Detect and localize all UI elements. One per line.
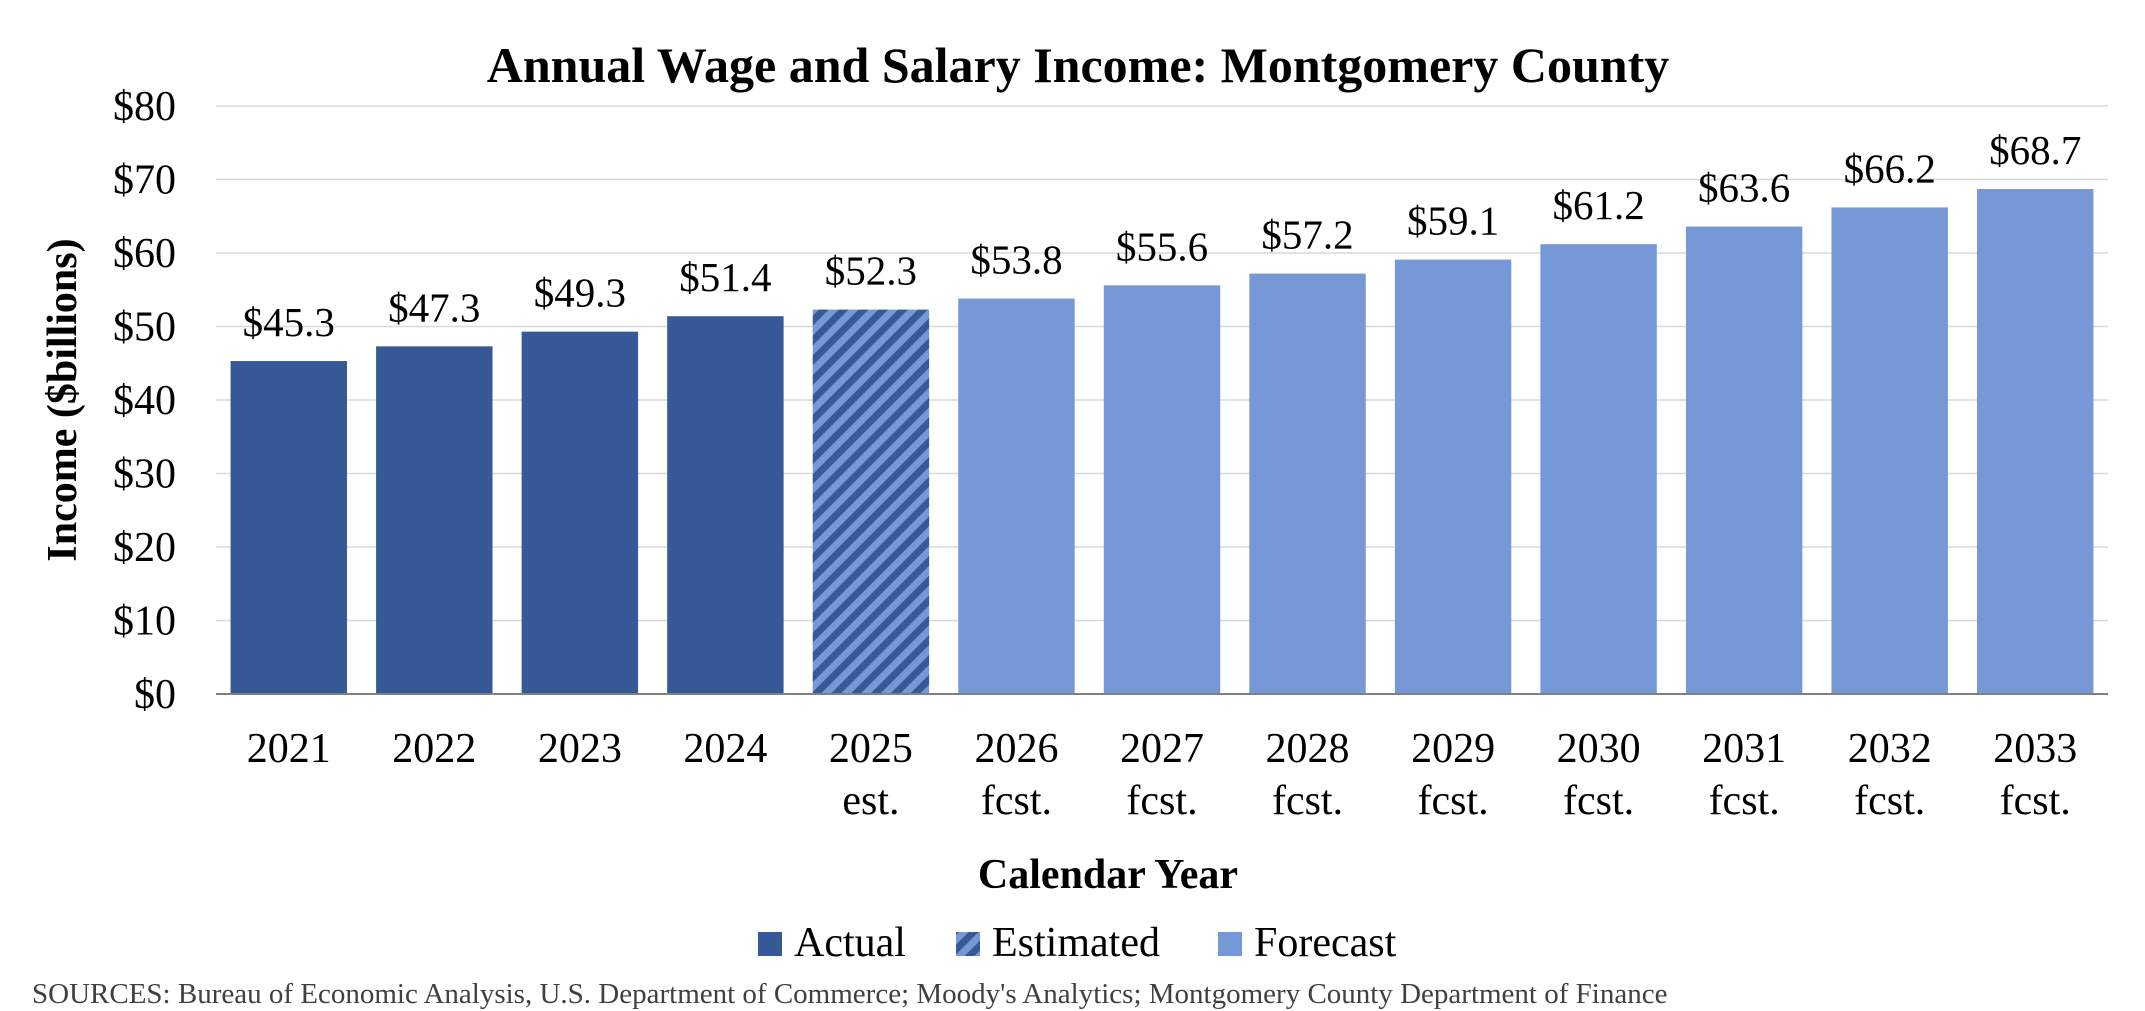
bar-2031	[1685, 226, 1803, 695]
y-tick-label: $30	[113, 452, 176, 498]
x-tick-label: 2028	[1266, 726, 1350, 772]
x-tick-label: 2027	[1120, 726, 1204, 772]
x-tick-label: 2022	[392, 726, 476, 772]
bar-2022	[376, 346, 493, 694]
legend-label-actual: Actual	[794, 920, 906, 966]
x-tick-label: fcst.	[1417, 778, 1488, 824]
legend-swatch-estimated	[956, 932, 980, 956]
data-label: $51.4	[679, 254, 771, 300]
y-axis-ticks: $0 $10 $20 $30 $40 $50 $60 $70 $80	[113, 84, 176, 718]
x-tick-label: fcst.	[1709, 778, 1780, 824]
data-label: $52.3	[825, 248, 917, 294]
x-tick-label: 2026	[974, 726, 1058, 772]
y-axis-title: Income ($billions)	[40, 238, 86, 561]
bar-2024	[667, 316, 784, 694]
x-tick-label: 2021	[247, 726, 331, 772]
x-axis-title: Calendar Year	[978, 852, 1238, 898]
y-tick-label: $60	[113, 231, 176, 277]
x-axis-ticks: 2021 2022 2023 2024 2025 est. 2026 fcst. 2027 fcs…	[247, 726, 2077, 824]
bar-2030	[1540, 244, 1657, 694]
bar-2025	[812, 309, 930, 694]
x-tick-label: est.	[842, 778, 899, 824]
x-tick-label: 2023	[538, 726, 622, 772]
y-tick-label: $0	[134, 672, 176, 718]
data-label: $53.8	[970, 237, 1062, 283]
bar-2029	[1394, 259, 1512, 694]
data-label: $57.2	[1261, 212, 1353, 258]
data-labels: $45.3 $47.3 $49.3 $51.4 $52.3 $53.8 $55.6 $57.2…	[243, 127, 2082, 345]
legend-swatch-actual	[758, 932, 782, 956]
bar-2026	[958, 298, 1075, 694]
data-label: $49.3	[534, 270, 626, 316]
legend-label-estimated: Estimated	[992, 920, 1160, 966]
y-tick-label: $40	[113, 378, 176, 424]
bar-2032	[1831, 207, 1948, 694]
x-tick-label: fcst.	[2000, 778, 2071, 824]
bar-2023	[521, 331, 639, 694]
source-note: SOURCES: Bureau of Economic Analysis, U.…	[32, 978, 1667, 1010]
data-label: $68.7	[1989, 127, 2081, 173]
x-tick-label: fcst.	[1854, 778, 1925, 824]
bar-2021	[230, 361, 347, 694]
data-label: $66.2	[1844, 145, 1936, 191]
data-label: $63.6	[1698, 165, 1790, 211]
data-label: $45.3	[243, 299, 335, 345]
x-tick-label: fcst.	[981, 778, 1052, 824]
x-tick-label: 2033	[1993, 726, 2077, 772]
y-tick-label: $70	[113, 158, 176, 204]
data-label: $55.6	[1116, 223, 1208, 269]
x-tick-label: 2031	[1702, 726, 1786, 772]
x-tick-label: fcst.	[1563, 778, 1634, 824]
data-label: $61.2	[1552, 182, 1644, 228]
bar-2027	[1103, 285, 1221, 694]
y-tick-label: $50	[113, 305, 176, 351]
legend-label-forecast: Forecast	[1254, 920, 1397, 966]
y-tick-label: $20	[113, 525, 176, 571]
legend: Actual Estimated Forecast	[758, 920, 1397, 966]
x-tick-label: 2032	[1848, 726, 1932, 772]
x-tick-label: 2029	[1411, 726, 1495, 772]
y-tick-label: $80	[113, 84, 176, 130]
bars	[230, 189, 2094, 695]
x-tick-label: fcst.	[1126, 778, 1197, 824]
x-tick-label: 2025	[829, 726, 913, 772]
x-tick-label: 2030	[1557, 726, 1641, 772]
bar-2033	[1977, 189, 2094, 694]
chart-title: Annual Wage and Salary Income: Montgomer…	[487, 37, 1669, 93]
y-tick-label: $10	[113, 599, 176, 645]
bar-2028	[1249, 273, 1366, 694]
data-label: $59.1	[1407, 198, 1499, 244]
x-tick-label: fcst.	[1272, 778, 1343, 824]
data-label: $47.3	[388, 284, 480, 330]
x-tick-label: 2024	[683, 726, 767, 772]
legend-swatch-forecast	[1218, 932, 1242, 956]
